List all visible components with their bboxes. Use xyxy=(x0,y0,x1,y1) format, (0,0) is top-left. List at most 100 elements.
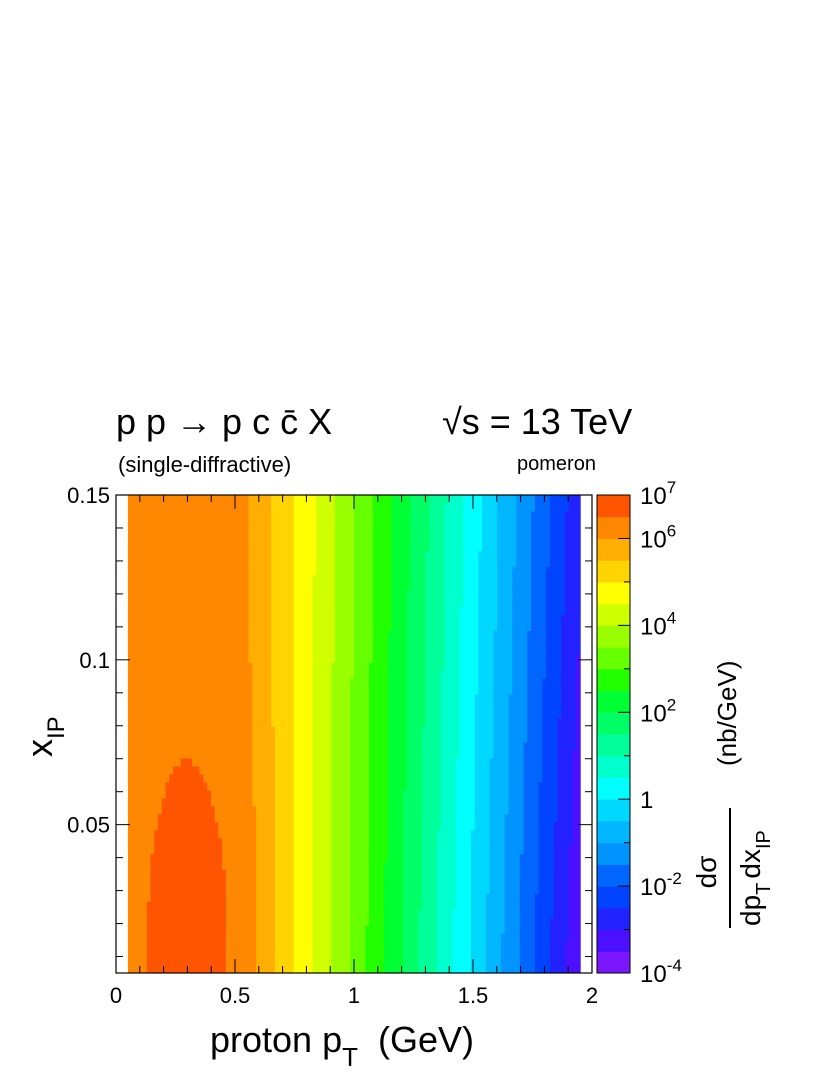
heatmap-cell xyxy=(188,941,193,950)
heatmap-cell xyxy=(395,829,400,839)
heatmap-cell xyxy=(342,853,348,863)
heatmap-cell xyxy=(369,510,374,520)
heatmap-cell xyxy=(210,550,216,560)
heatmap-cell xyxy=(418,734,423,743)
heatmap-cell xyxy=(184,757,189,767)
heatmap-cell xyxy=(293,877,299,886)
heatmap-cell xyxy=(191,638,197,647)
heatmap-cell xyxy=(252,941,257,950)
heatmap-cell xyxy=(429,773,434,783)
heatmap-cell xyxy=(361,694,366,703)
heatmap-cell xyxy=(210,853,216,863)
heatmap-cell xyxy=(165,877,170,886)
heatmap-cell xyxy=(207,781,212,791)
heatmap-cell xyxy=(233,630,238,639)
heatmap-cell xyxy=(225,526,231,536)
heatmap-cell xyxy=(429,909,434,918)
heatmap-cell xyxy=(214,566,219,576)
heatmap-cell xyxy=(331,909,336,918)
heatmap-cell xyxy=(158,582,163,592)
heatmap-cell xyxy=(161,765,167,775)
heatmap-cell xyxy=(263,542,268,552)
heatmap-cell xyxy=(176,606,182,616)
heatmap-cell xyxy=(410,734,415,743)
heatmap-cell xyxy=(421,909,427,918)
heatmap-cell xyxy=(293,726,299,735)
heatmap-cell xyxy=(146,598,152,608)
heatmap-cell xyxy=(418,566,423,576)
heatmap-cell xyxy=(350,749,355,759)
heatmap-cell xyxy=(433,686,438,695)
heatmap-cell xyxy=(418,678,423,687)
heatmap-cell xyxy=(244,526,250,536)
heatmap-cell xyxy=(240,925,246,934)
heatmap-cell xyxy=(282,614,287,624)
heatmap-cell xyxy=(387,638,393,647)
heatmap-cell xyxy=(380,686,385,695)
heatmap-cell xyxy=(173,765,178,775)
heatmap-cell xyxy=(195,781,201,791)
heatmap-cell xyxy=(293,526,299,536)
heatmap-cell xyxy=(256,550,261,560)
heatmap-cell xyxy=(278,765,283,775)
heatmap-cell xyxy=(165,845,170,855)
heatmap-cell xyxy=(195,534,201,544)
heatmap-cell xyxy=(384,909,389,918)
heatmap-cell xyxy=(384,702,389,711)
heatmap-cell xyxy=(387,821,393,831)
heatmap-cell xyxy=(297,734,302,743)
heatmap-cell xyxy=(308,550,314,560)
heatmap-cell xyxy=(165,957,170,966)
heatmap-cell xyxy=(316,614,321,624)
heatmap-cell xyxy=(429,710,434,719)
heatmap-cell xyxy=(369,534,374,544)
heatmap-cell xyxy=(369,909,374,918)
heatmap-cell xyxy=(323,965,329,973)
heatmap-cell xyxy=(297,741,302,751)
heatmap-cell xyxy=(199,861,204,871)
heatmap-cell xyxy=(233,925,238,934)
heatmap-cell xyxy=(244,694,250,703)
heatmap-cell xyxy=(380,885,385,894)
heatmap-cell xyxy=(222,861,227,871)
heatmap-cell xyxy=(384,646,389,655)
heatmap-cell xyxy=(436,550,442,560)
heatmap-cell xyxy=(256,558,261,568)
heatmap-cell xyxy=(305,614,310,624)
heatmap-cell xyxy=(376,741,381,751)
heatmap-cell xyxy=(308,949,314,958)
heatmap-cell xyxy=(248,654,253,663)
heatmap-cell xyxy=(184,957,189,966)
heatmap-cell xyxy=(433,909,438,918)
heatmap-cell xyxy=(222,614,227,624)
heatmap-cell xyxy=(293,837,299,847)
heatmap-cell xyxy=(425,757,430,767)
heatmap-cell xyxy=(274,550,280,560)
heatmap-cell xyxy=(184,877,189,886)
heatmap-cell xyxy=(199,829,204,839)
heatmap-cell xyxy=(229,542,235,552)
heatmap-cell xyxy=(346,917,351,926)
heatmap-cell xyxy=(271,718,276,727)
heatmap-cell xyxy=(320,534,325,544)
heatmap-cell xyxy=(402,797,408,807)
heatmap-cell xyxy=(146,726,152,735)
heatmap-cell xyxy=(384,965,389,973)
heatmap-cell xyxy=(214,821,219,831)
heatmap-cell xyxy=(142,686,148,695)
heatmap-cell xyxy=(195,495,201,504)
heatmap-cell xyxy=(436,646,442,655)
heatmap-cell xyxy=(376,678,381,687)
heatmap-cell xyxy=(176,694,182,703)
heatmap-cell xyxy=(229,670,235,679)
heatmap-cell xyxy=(323,495,329,504)
heatmap-cell xyxy=(271,853,276,863)
heatmap-cell xyxy=(308,917,314,926)
heatmap-cell xyxy=(142,726,148,735)
heatmap-cell xyxy=(418,726,423,735)
heatmap-cell xyxy=(225,837,231,847)
heatmap-cell xyxy=(274,925,280,934)
heatmap-cell xyxy=(252,558,257,568)
heatmap-cell xyxy=(233,789,238,799)
